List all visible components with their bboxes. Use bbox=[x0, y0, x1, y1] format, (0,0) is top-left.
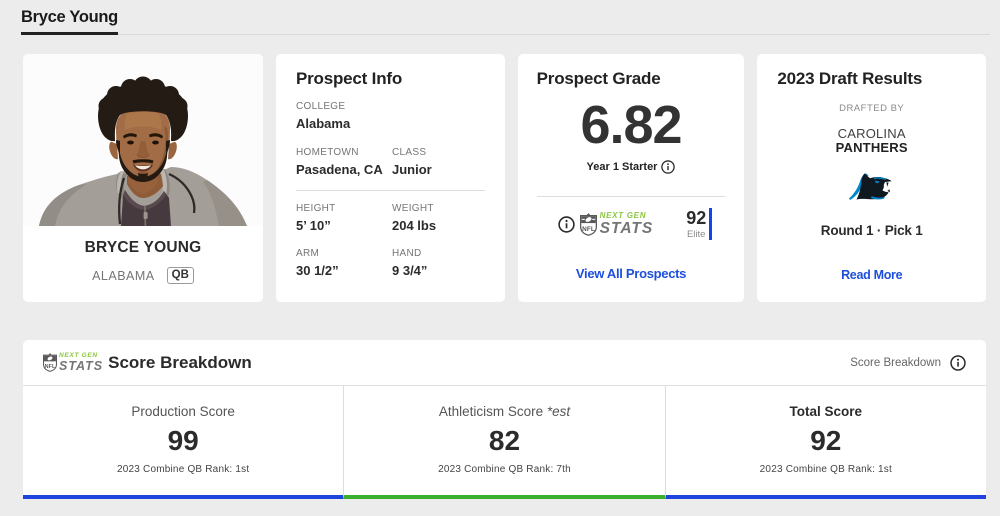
svg-text:NFL: NFL bbox=[582, 226, 595, 233]
svg-text:NFL: NFL bbox=[45, 364, 56, 370]
